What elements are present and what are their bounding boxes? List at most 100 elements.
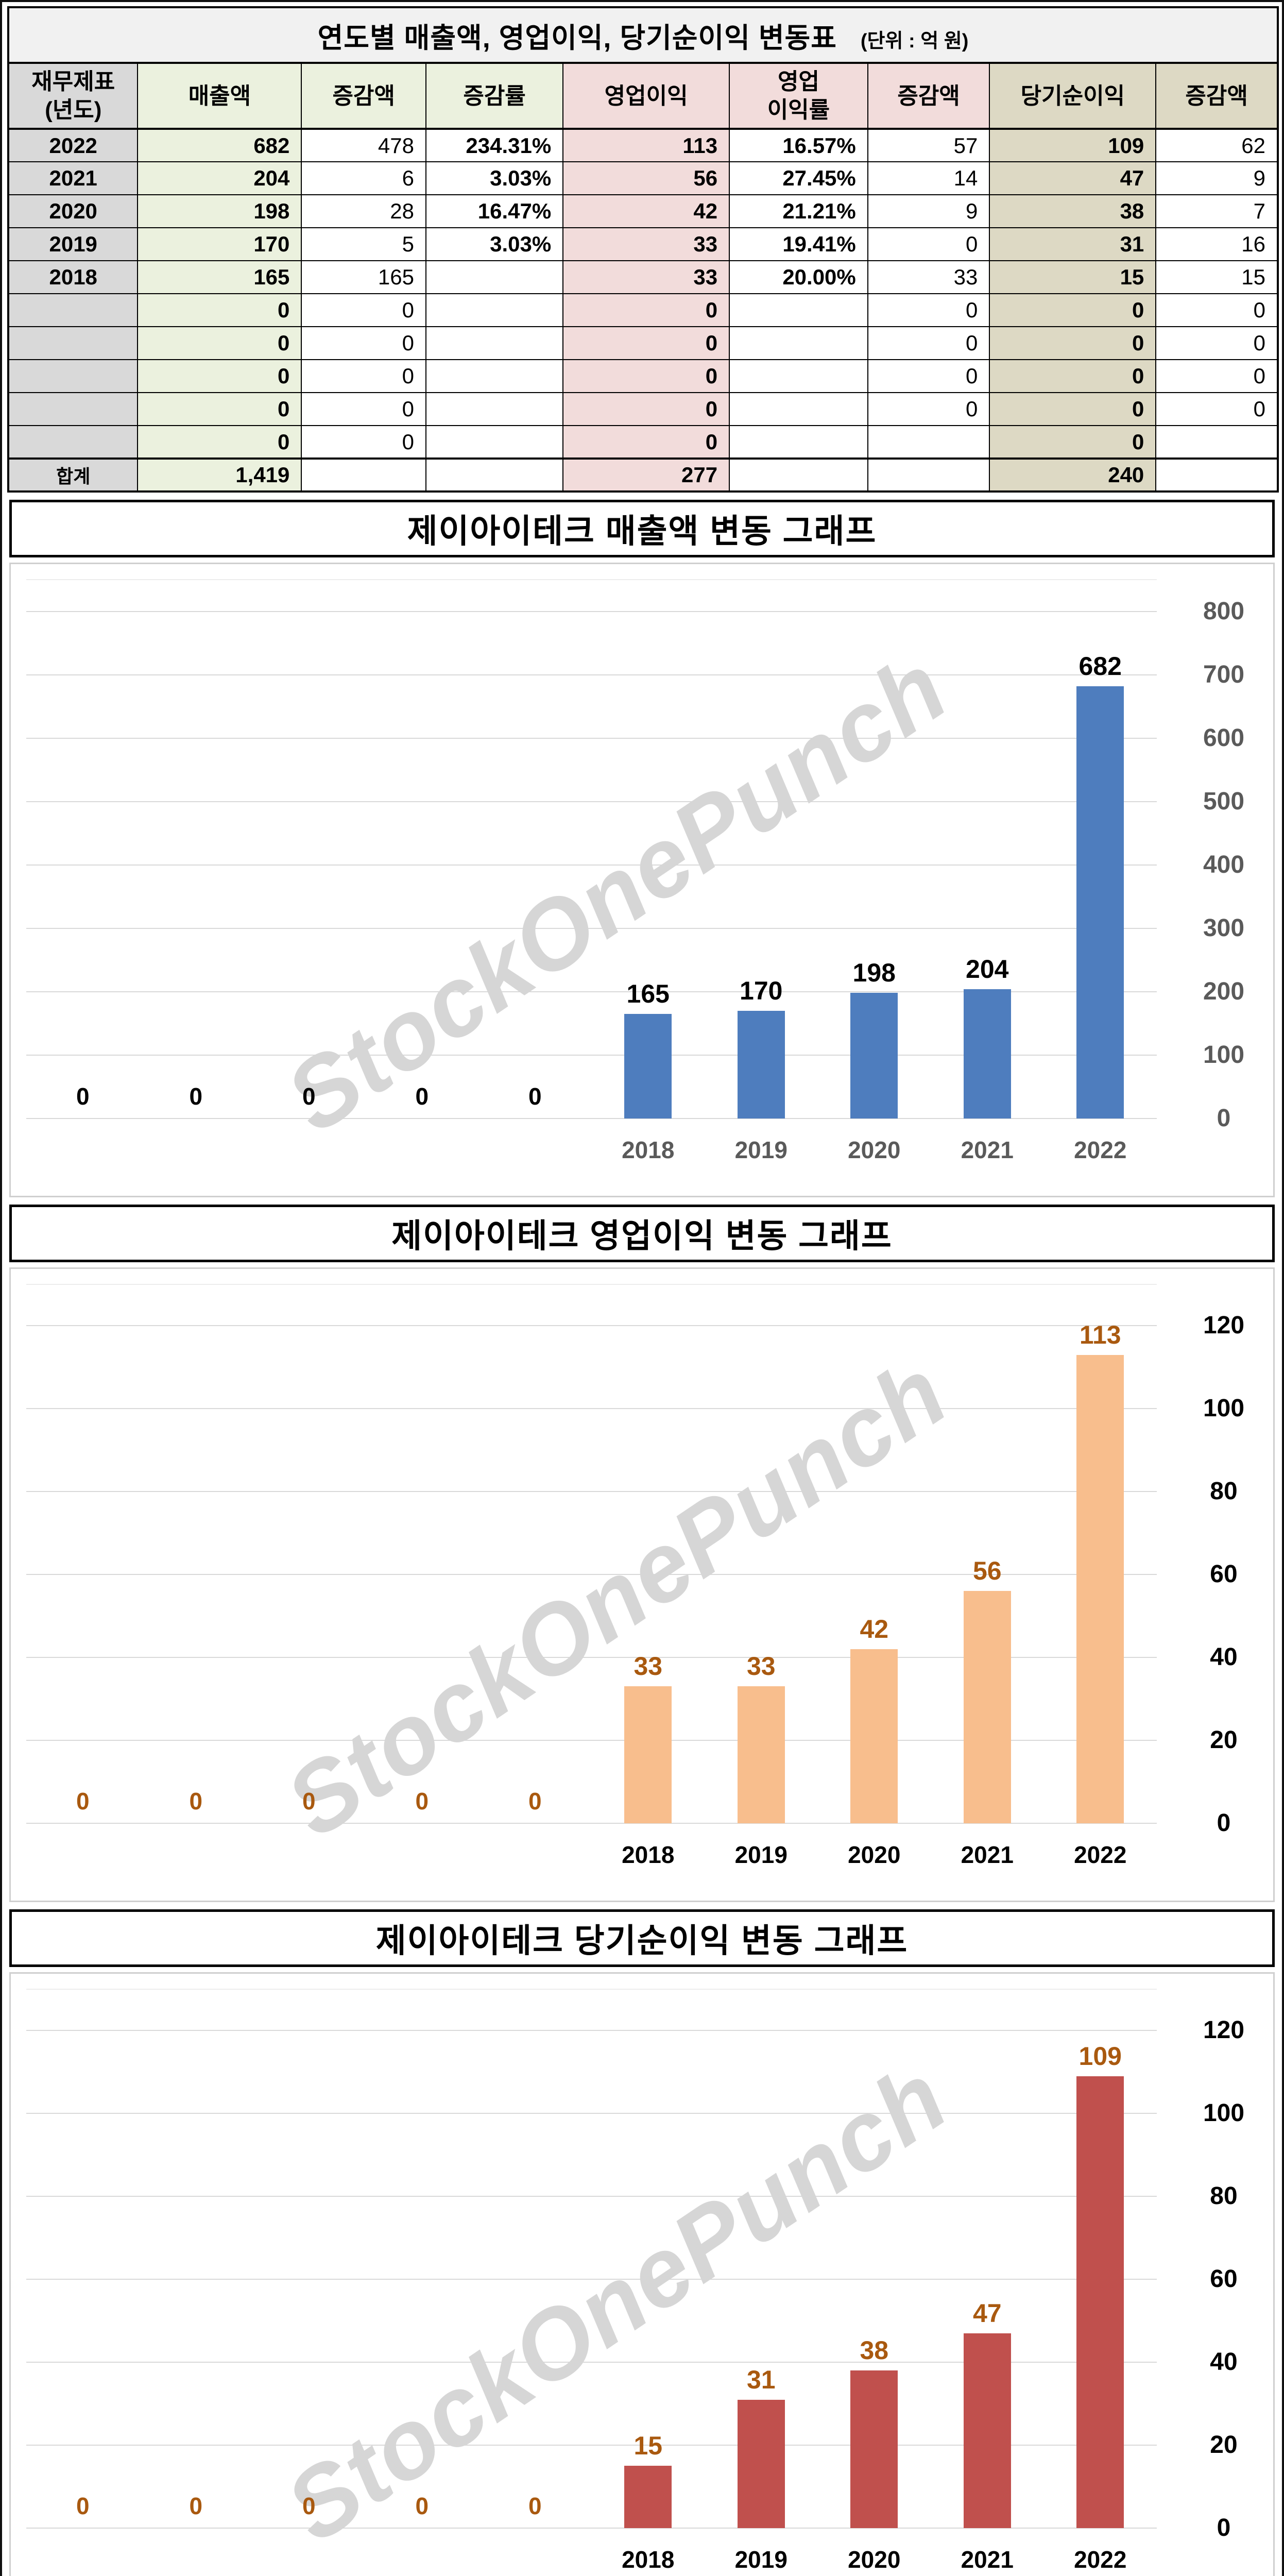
table-cell: 20.00%: [729, 260, 868, 294]
table-cell: 6: [301, 161, 426, 195]
table-cell: 0: [562, 425, 730, 459]
table-cell: [425, 425, 564, 459]
bar: [963, 1591, 1011, 1823]
table-cell: 0: [1155, 359, 1278, 393]
table-row: 2022 682 478 234.31% 113 16.57% 57 109 62: [7, 128, 1278, 162]
table-cell: 33: [867, 260, 990, 294]
table-cell: 277: [562, 457, 730, 492]
y-axis-tick-label: 120: [1203, 2016, 1245, 2044]
table-cell: 204: [137, 161, 302, 195]
y-axis-tick-label: 120: [1203, 1312, 1245, 1340]
gridline: [26, 611, 1157, 612]
table-cell: 113: [562, 128, 730, 162]
gridline: [26, 674, 1157, 675]
y-axis-tick-label: 0: [1217, 1105, 1231, 1132]
column-header: 매출액: [137, 62, 302, 130]
year-cell: 2019: [7, 227, 139, 261]
table-unit-label: (단위 : 억 원): [860, 30, 969, 52]
year-cell: [7, 359, 139, 393]
y-axis-tick-label: 0: [1217, 1809, 1231, 1837]
bar-value-label: 682: [1078, 651, 1122, 681]
bar: [737, 1686, 785, 1823]
gridline: [26, 1054, 1157, 1056]
bar: [850, 993, 898, 1118]
table-cell: 16: [1155, 227, 1278, 261]
year-cell: [7, 293, 139, 327]
table-cell: 0: [562, 392, 730, 426]
gridline: [26, 1491, 1157, 1493]
x-axis-label: 2022: [1074, 2546, 1127, 2573]
table-cell: 9: [867, 194, 990, 228]
table-cell: 0: [989, 326, 1157, 360]
table-cell: 234.31%: [425, 128, 564, 162]
x-axis-label: 2019: [734, 2546, 787, 2573]
table-row: 2018 165 165 33 20.00% 33 15 15: [7, 260, 1278, 294]
y-axis-tick-label: 100: [1203, 1041, 1245, 1069]
bar-value-label: 33: [746, 1652, 776, 1681]
table-cell: 0: [301, 425, 426, 459]
x-axis-label: 2018: [622, 2546, 675, 2573]
table-title-cell: 연도별 매출액, 영업이익, 당기순이익 변동표 (단위 : 억 원): [8, 7, 1278, 64]
bar-value-label: 113: [1079, 1320, 1121, 1349]
y-axis-tick-label: 80: [1210, 2182, 1238, 2210]
zero-value-label: 0: [528, 1083, 542, 1110]
y-axis-tick-label: 60: [1210, 1561, 1238, 1588]
table-cell: [425, 359, 564, 393]
gridline: [26, 2196, 1157, 2197]
year-cell: [7, 392, 139, 426]
year-cell: 2020: [7, 194, 139, 228]
y-axis-tick-label: 80: [1210, 1478, 1238, 1505]
table-cell: 1,419: [137, 457, 302, 492]
x-axis-label: 2021: [961, 2546, 1014, 2573]
gridline: [26, 2445, 1157, 2446]
table-cell: [729, 457, 868, 492]
table-row: 2020 198 28 16.47% 42 21.21% 9 38 7: [7, 194, 1278, 228]
table-cell: [425, 260, 564, 294]
y-axis-tick-label: 100: [1203, 1395, 1245, 1422]
total-label: 합계: [7, 457, 139, 492]
zero-value-label: 0: [528, 1788, 542, 1815]
table-cell: [867, 425, 990, 459]
chart-title: 제이아이테크 당기순이익 변동 그래프: [375, 1922, 909, 1959]
table-cell: 165: [137, 260, 302, 294]
table-cell: 0: [1155, 293, 1278, 327]
table-cell: 0: [989, 425, 1157, 459]
table-cell: 0: [989, 293, 1157, 327]
table-cell: 170: [137, 227, 302, 261]
financial-table: 연도별 매출액, 영업이익, 당기순이익 변동표 (단위 : 억 원) 재무제표 …: [7, 6, 1279, 493]
chart-plot-area: 0 20 40 60 80 100 120 StockOnePunch 0 0 0 0 0 33 2018 3…: [9, 1267, 1275, 1902]
chart-section-operating-profit: 제이아이테크 영업이익 변동 그래프 0 20 40 60 80 100 120 StockOn…: [9, 1205, 1275, 1902]
y-axis-tick-label: 40: [1210, 1643, 1238, 1671]
chart-section-revenue: 제이아이테크 매출액 변동 그래프 0 100 200 300 400 500 600 700 8…: [9, 500, 1275, 1197]
gridline: [26, 1740, 1157, 1741]
gridline: [26, 1574, 1157, 1575]
table-cell: 33: [562, 260, 730, 294]
table-cell: 16.47%: [425, 194, 564, 228]
gridline: [26, 2362, 1157, 2363]
table-cell: [729, 326, 868, 360]
table-cell: 0: [867, 359, 990, 393]
column-header: 영업이익: [562, 62, 730, 130]
table-cell: 682: [137, 128, 302, 162]
table-cell: [867, 457, 990, 492]
table-cell: 42: [562, 194, 730, 228]
year-cell: 2018: [7, 260, 139, 294]
plot-top-border: [26, 1284, 1157, 1285]
bar: [624, 2466, 672, 2528]
zero-value-label: 0: [302, 1788, 316, 1815]
table-cell: 15: [1155, 260, 1278, 294]
x-axis-label: 2020: [848, 1841, 901, 1868]
y-axis-tick-label: 40: [1210, 2348, 1238, 2376]
table-cell: 47: [989, 161, 1157, 195]
table-cell: 165: [301, 260, 426, 294]
chart-plot-area: 0 20 40 60 80 100 120 StockOnePunch 0 0 0 0 0 15 2018 3…: [9, 1972, 1275, 2576]
bar-value-label: 33: [634, 1652, 663, 1681]
bar: [624, 1686, 672, 1823]
table-cell: 38: [989, 194, 1157, 228]
table-title: 연도별 매출액, 영업이익, 당기순이익 변동표: [317, 22, 837, 54]
table-cell: 0: [989, 359, 1157, 393]
table-cell: 240: [989, 457, 1157, 492]
